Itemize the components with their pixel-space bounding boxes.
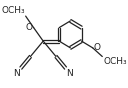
Text: N: N [13,69,20,78]
Text: O: O [26,23,33,32]
Text: O: O [93,43,100,52]
Text: OCH₃: OCH₃ [1,6,25,15]
Text: N: N [66,69,73,78]
Text: OCH₃: OCH₃ [103,57,127,66]
